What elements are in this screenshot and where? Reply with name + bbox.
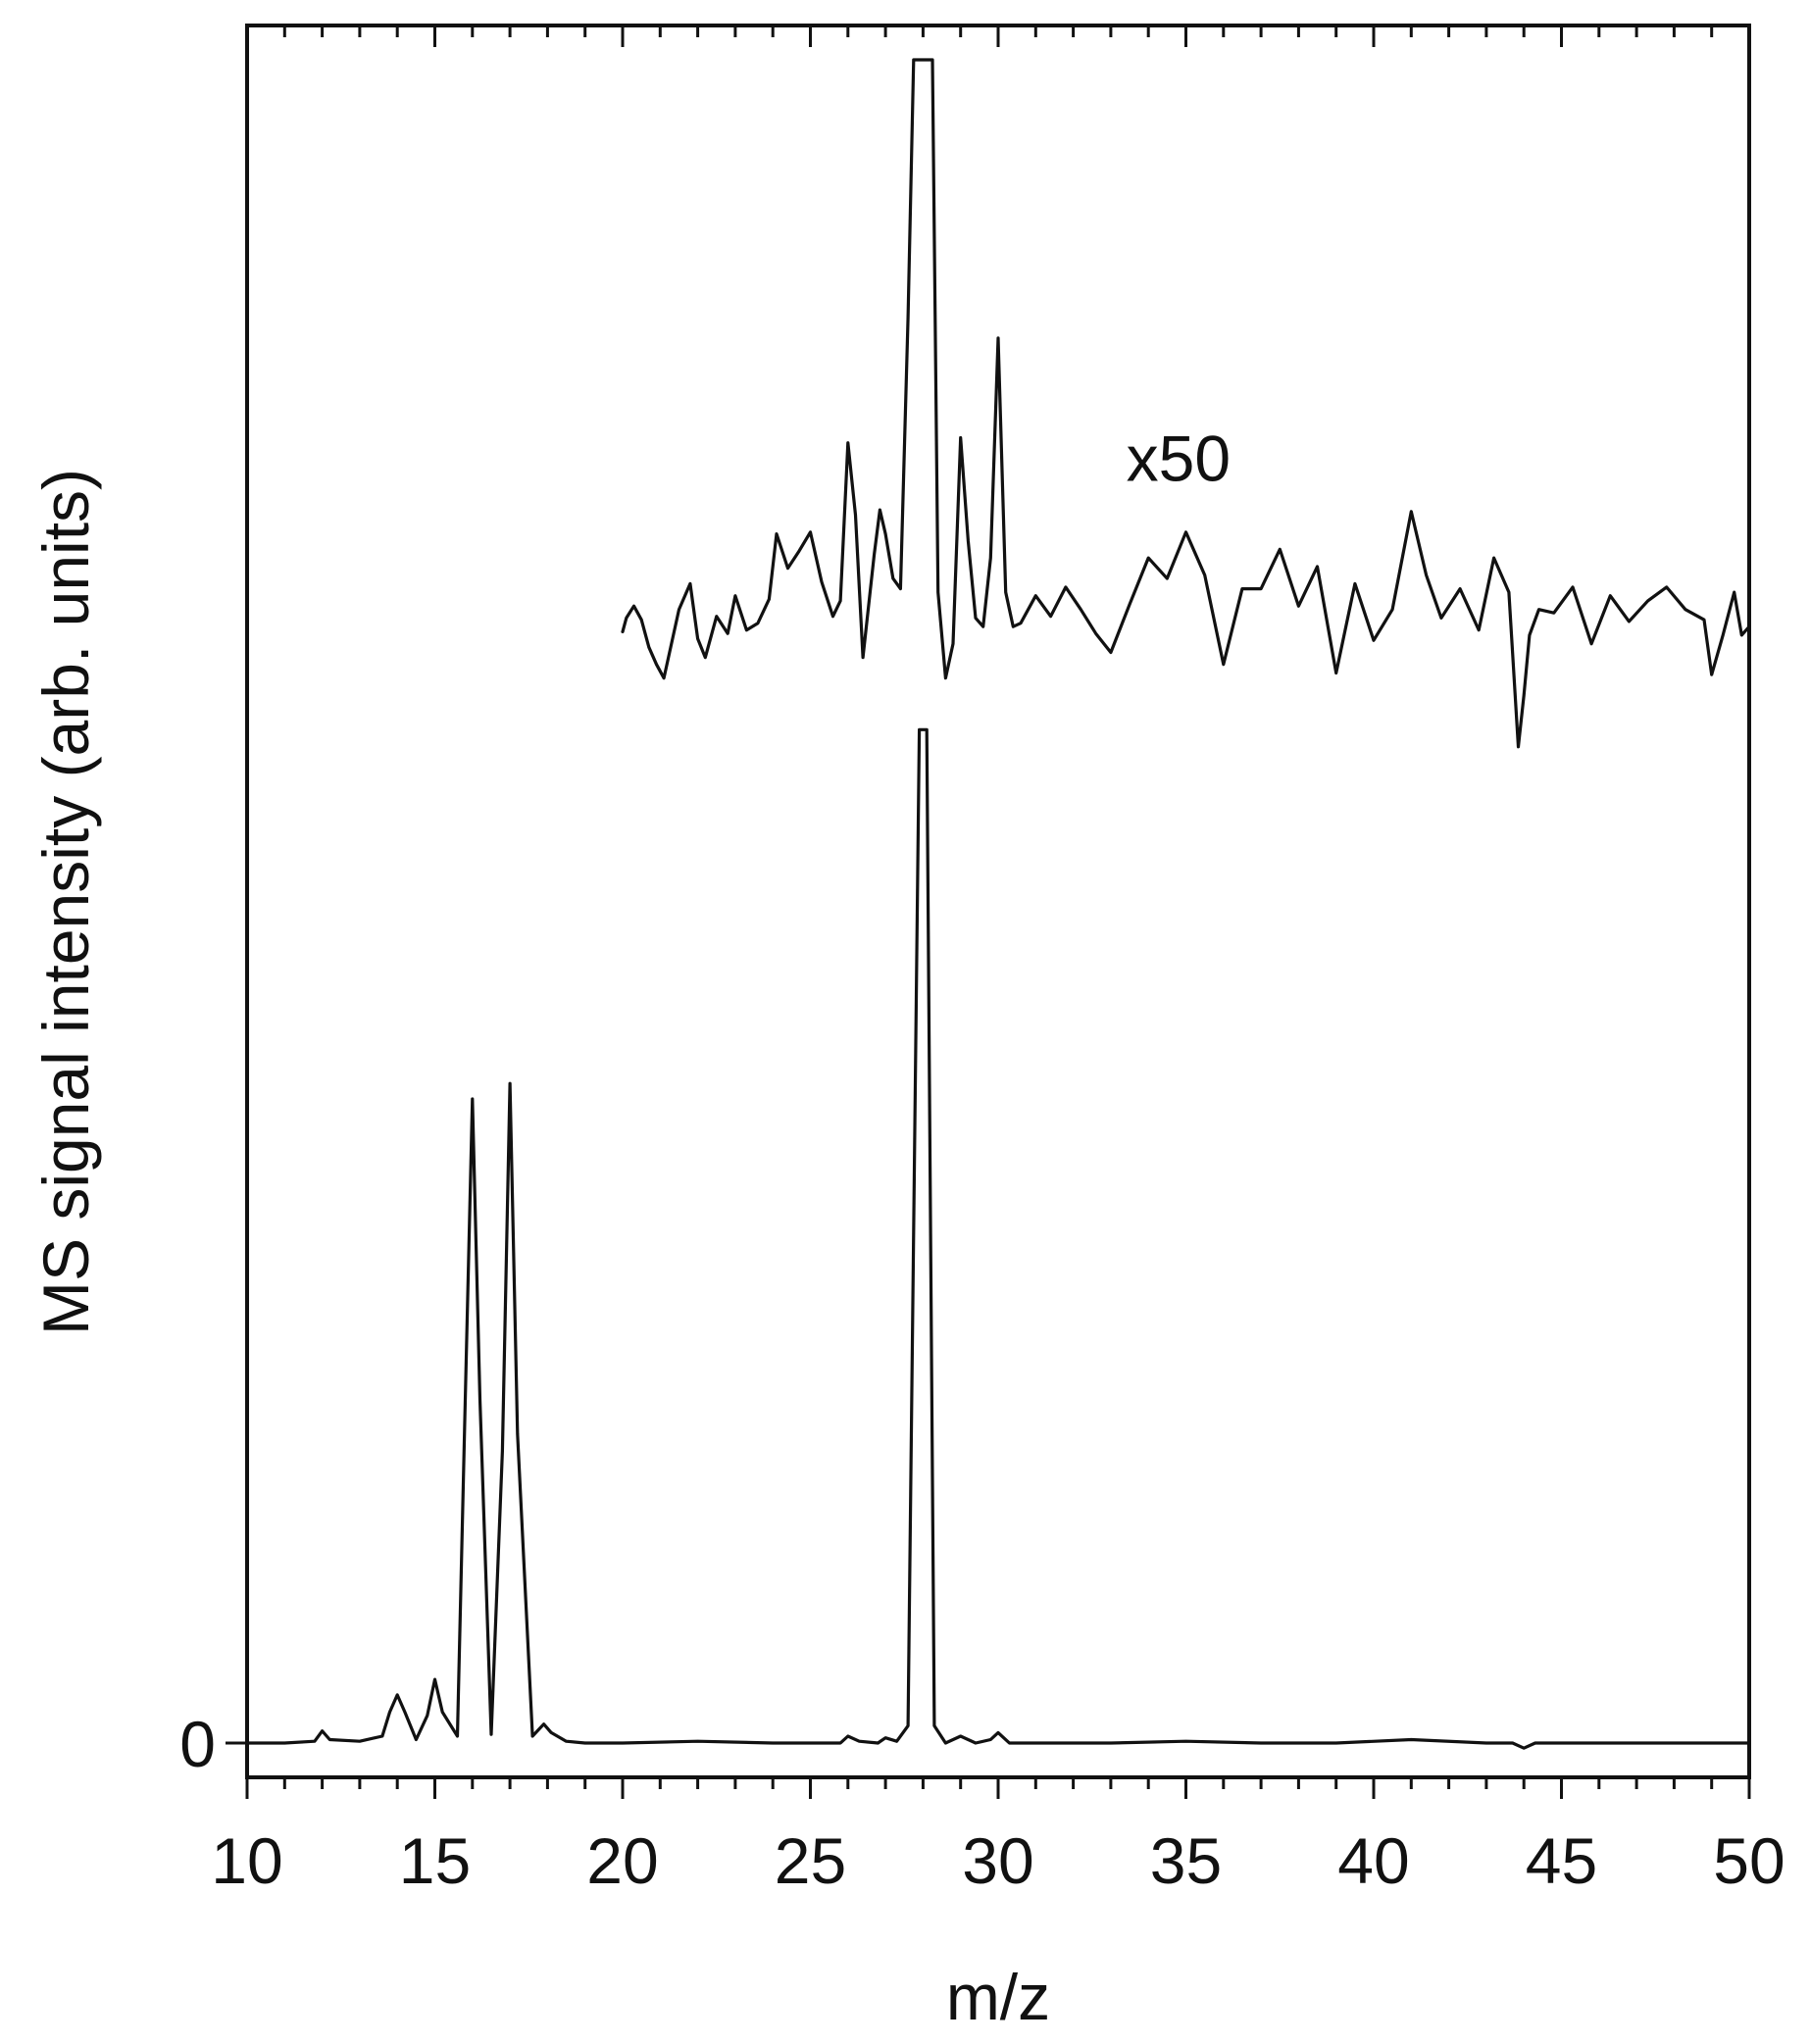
- x-tick-label: 30: [962, 1824, 1033, 1897]
- y-axis-title: MS signal intensity (arb. units): [29, 469, 102, 1335]
- x-tick-label: 15: [399, 1824, 471, 1897]
- scale-annotation: x50: [1127, 422, 1231, 494]
- x-tick-label: 10: [211, 1824, 282, 1897]
- spectrum-line: [245, 727, 1751, 1750]
- x-tick-label: 20: [586, 1824, 658, 1897]
- tick-labels: 10 15 20 25 30 35 40 45 50 0: [179, 1708, 1785, 1897]
- x-axis-title: m/z: [946, 1961, 1050, 2033]
- x-tick-label: 40: [1337, 1824, 1409, 1897]
- series-group: [245, 58, 1751, 1750]
- plot-frame: [245, 24, 1751, 1779]
- x-tick-label: 35: [1150, 1824, 1222, 1897]
- x-tick-label: 25: [775, 1824, 846, 1897]
- axis-ticks: [226, 25, 1751, 1799]
- x-tick-label: 50: [1713, 1824, 1785, 1897]
- y-tick-label: 0: [179, 1708, 216, 1780]
- x-tick-label: 45: [1526, 1824, 1597, 1897]
- magnified-spectrum-line: [621, 58, 1751, 749]
